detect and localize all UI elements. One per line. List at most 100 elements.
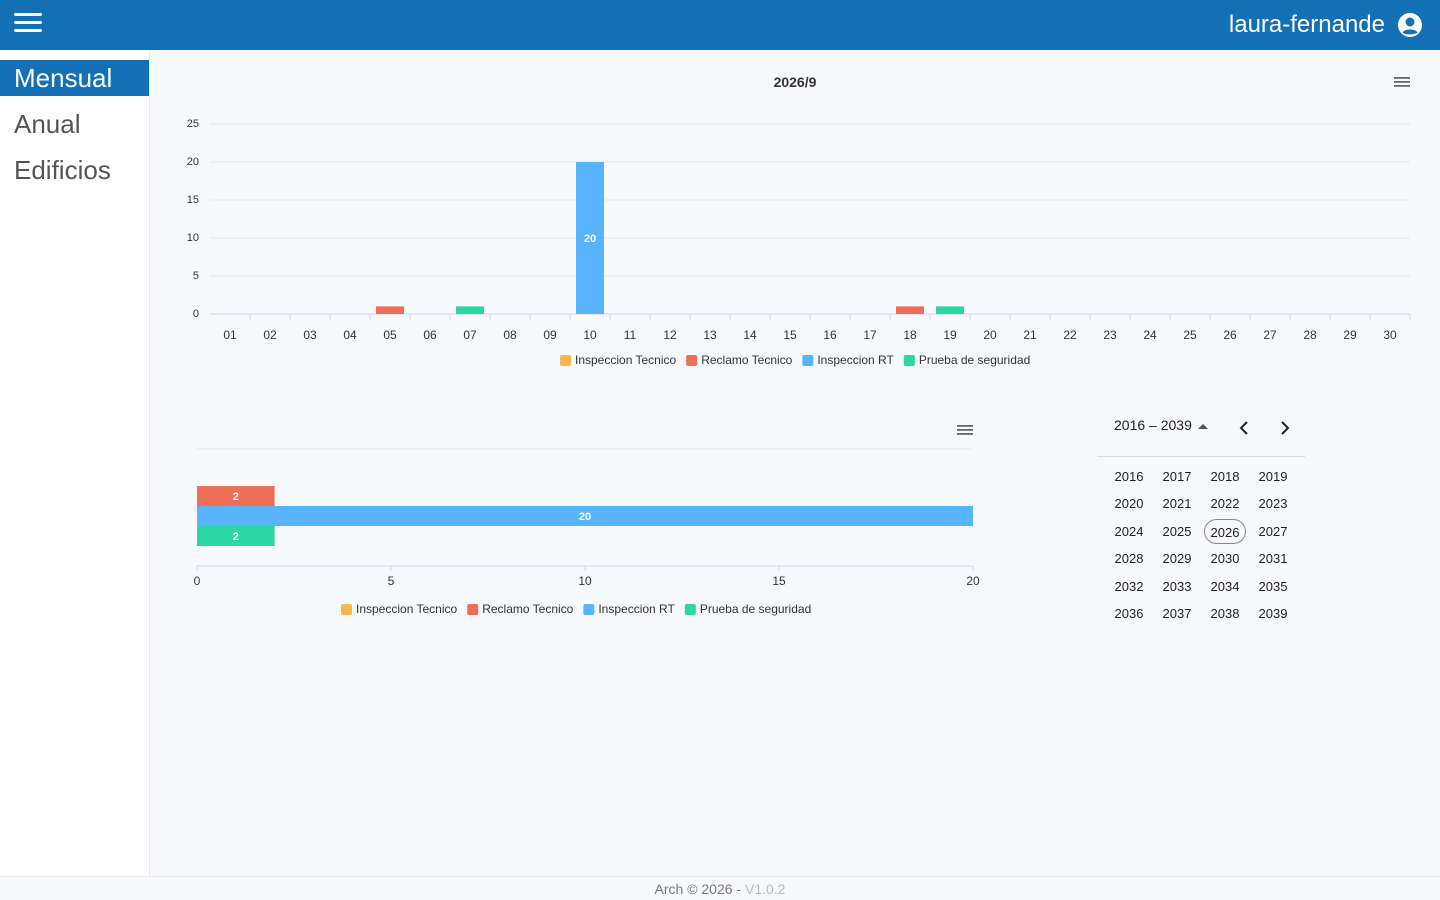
chart-menu-line xyxy=(957,433,973,435)
sidebar-item-edificios[interactable]: Edificios xyxy=(14,155,111,185)
year-cell-2022[interactable]: 2022 xyxy=(1210,496,1240,512)
x-tick-label: 19 xyxy=(943,328,957,342)
data-label: 2 xyxy=(233,531,239,543)
year-range-toggle[interactable]: 2016 – 2039 xyxy=(1114,417,1208,433)
x-tick-label: 21 xyxy=(1023,328,1037,342)
bar-prueba-de-seguridad xyxy=(456,306,484,314)
legend-swatch xyxy=(802,355,814,366)
legend-swatch xyxy=(560,355,571,366)
data-label: 20 xyxy=(579,511,591,523)
hamburger-menu-icon[interactable] xyxy=(14,13,42,37)
chart-menu-icon[interactable] xyxy=(1388,71,1416,93)
y-tick-label: 5 xyxy=(193,270,199,282)
year-range-label: 2016 – 2039 xyxy=(1114,417,1192,433)
year-cell-2023[interactable]: 2023 xyxy=(1258,496,1288,512)
year-cell-2030[interactable]: 2030 xyxy=(1210,551,1240,567)
caret-up-icon xyxy=(1197,423,1208,429)
chart-menu-line xyxy=(1394,85,1410,87)
year-cell-2026[interactable]: 2026 xyxy=(1204,518,1246,545)
chart-menu-icon[interactable] xyxy=(951,419,979,441)
year-cell-2037[interactable]: 2037 xyxy=(1162,605,1192,621)
account-circle-icon[interactable] xyxy=(1397,12,1423,38)
x-tick-label: 01 xyxy=(223,328,237,342)
year-cell-2018[interactable]: 2018 xyxy=(1210,469,1240,484)
legend-label: Prueba de seguridad xyxy=(700,602,811,616)
x-tick-label: 11 xyxy=(624,328,637,342)
year-cell-2016[interactable]: 2016 xyxy=(1114,469,1144,484)
data-label: 20 xyxy=(584,233,596,245)
x-tick-label: 05 xyxy=(383,328,397,342)
year-cell-2017[interactable]: 2017 xyxy=(1162,469,1192,484)
x-tick-label: 13 xyxy=(703,328,717,342)
x-tick-label: 09 xyxy=(543,328,557,342)
year-cell-2033[interactable]: 2033 xyxy=(1162,578,1192,594)
sidebar: Mensual Anual Edificios xyxy=(0,50,150,876)
x-tick-label: 10 xyxy=(578,574,592,588)
year-cell-2019[interactable]: 2019 xyxy=(1258,469,1288,484)
x-tick-label: 04 xyxy=(343,328,357,342)
sidebar-item-mensual[interactable]: Mensual xyxy=(0,60,149,96)
year-cell-2028[interactable]: 2028 xyxy=(1114,551,1144,567)
x-tick-label: 22 xyxy=(1063,328,1077,342)
y-tick-label: 15 xyxy=(187,194,199,206)
x-tick-label: 15 xyxy=(783,328,797,342)
y-tick-label: 10 xyxy=(187,232,199,244)
year-cell-2034[interactable]: 2034 xyxy=(1210,578,1240,594)
year-grid: 2016 2017 2018 2019 2020 2021 2022 2023 2024 2025… xyxy=(1105,463,1297,627)
year-cell-2025[interactable]: 2025 xyxy=(1162,523,1192,539)
chart-menu-line xyxy=(957,425,973,427)
year-cell-2029[interactable]: 2029 xyxy=(1162,551,1192,567)
legend-swatch xyxy=(341,604,352,615)
legend-label: Inspeccion RT xyxy=(598,602,675,616)
chart-menu-line xyxy=(957,429,973,431)
x-tick-label: 26 xyxy=(1223,328,1237,342)
sidebar-item-anual[interactable]: Anual xyxy=(14,109,81,139)
footer: Arch © 2026 - V1.0.2 xyxy=(0,876,1440,900)
chevron-right-icon[interactable] xyxy=(1273,416,1297,440)
data-label: 2 xyxy=(233,491,239,503)
legend-swatch xyxy=(903,355,915,366)
year-cell-2035[interactable]: 2035 xyxy=(1258,578,1288,594)
year-picker: 2016 – 2039 2016 2017 2018 2019 2020 2021 2022… xyxy=(1097,406,1305,636)
main-content: 2026/9 0 5 10 15 20 25 01 02 03 04 05 06 07 08 09 10 11 12… xyxy=(150,50,1440,876)
bar-reclamo-tecnico xyxy=(197,486,275,506)
x-tick-label: 25 xyxy=(1183,328,1197,342)
footer-version: V1.0.2 xyxy=(744,881,786,897)
y-tick-label: 0 xyxy=(193,308,199,320)
year-cell-2032[interactable]: 2032 xyxy=(1114,578,1144,594)
bar-reclamo-tecnico xyxy=(896,306,924,314)
year-cell-2020[interactable]: 2020 xyxy=(1114,496,1144,512)
legend-label: Reclamo Tecnico xyxy=(701,353,792,367)
x-tick-label: 02 xyxy=(263,328,277,342)
legend-label: Inspeccion RT xyxy=(817,353,894,367)
x-tick-label: 10 xyxy=(583,328,597,342)
legend-swatch xyxy=(686,355,698,366)
legend-label: Prueba de seguridad xyxy=(919,353,1030,367)
horizontal-bar-chart: 0 5 10 15 20 2 20 2 Inspeccion Tecnico Reclamo Te… xyxy=(194,419,980,616)
chevron-left-icon[interactable] xyxy=(1232,416,1256,440)
top-app-bar: laura-fernande xyxy=(0,0,1440,50)
year-cell-2021[interactable]: 2021 xyxy=(1162,496,1192,512)
year-cell-2027[interactable]: 2027 xyxy=(1258,523,1288,539)
x-tick-label: 12 xyxy=(663,328,677,342)
x-tick-label: 06 xyxy=(423,328,437,342)
x-tick-label: 08 xyxy=(503,328,517,342)
year-cell-2039[interactable]: 2039 xyxy=(1258,605,1288,621)
x-tick-label: 03 xyxy=(303,328,317,342)
bar-inspeccion-rt xyxy=(576,162,604,314)
x-tick-label: 28 xyxy=(1303,328,1317,342)
x-tick-label: 0 xyxy=(194,574,201,588)
chart-menu-line xyxy=(1394,81,1410,83)
year-cell-2024[interactable]: 2024 xyxy=(1114,523,1144,539)
year-cell-2038[interactable]: 2038 xyxy=(1210,605,1240,621)
username[interactable]: laura-fernande xyxy=(1228,11,1385,38)
year-cell-2036[interactable]: 2036 xyxy=(1114,605,1144,621)
x-tick-label: 07 xyxy=(463,328,477,342)
x-tick-label: 29 xyxy=(1343,328,1357,342)
y-tick-label: 20 xyxy=(187,156,199,168)
legend-swatch xyxy=(467,604,479,615)
bar-prueba-de-seguridad xyxy=(936,306,964,314)
year-cell-2031[interactable]: 2031 xyxy=(1258,551,1288,567)
x-tick-label: 20 xyxy=(983,328,997,342)
x-tick-label: 20 xyxy=(966,574,980,588)
